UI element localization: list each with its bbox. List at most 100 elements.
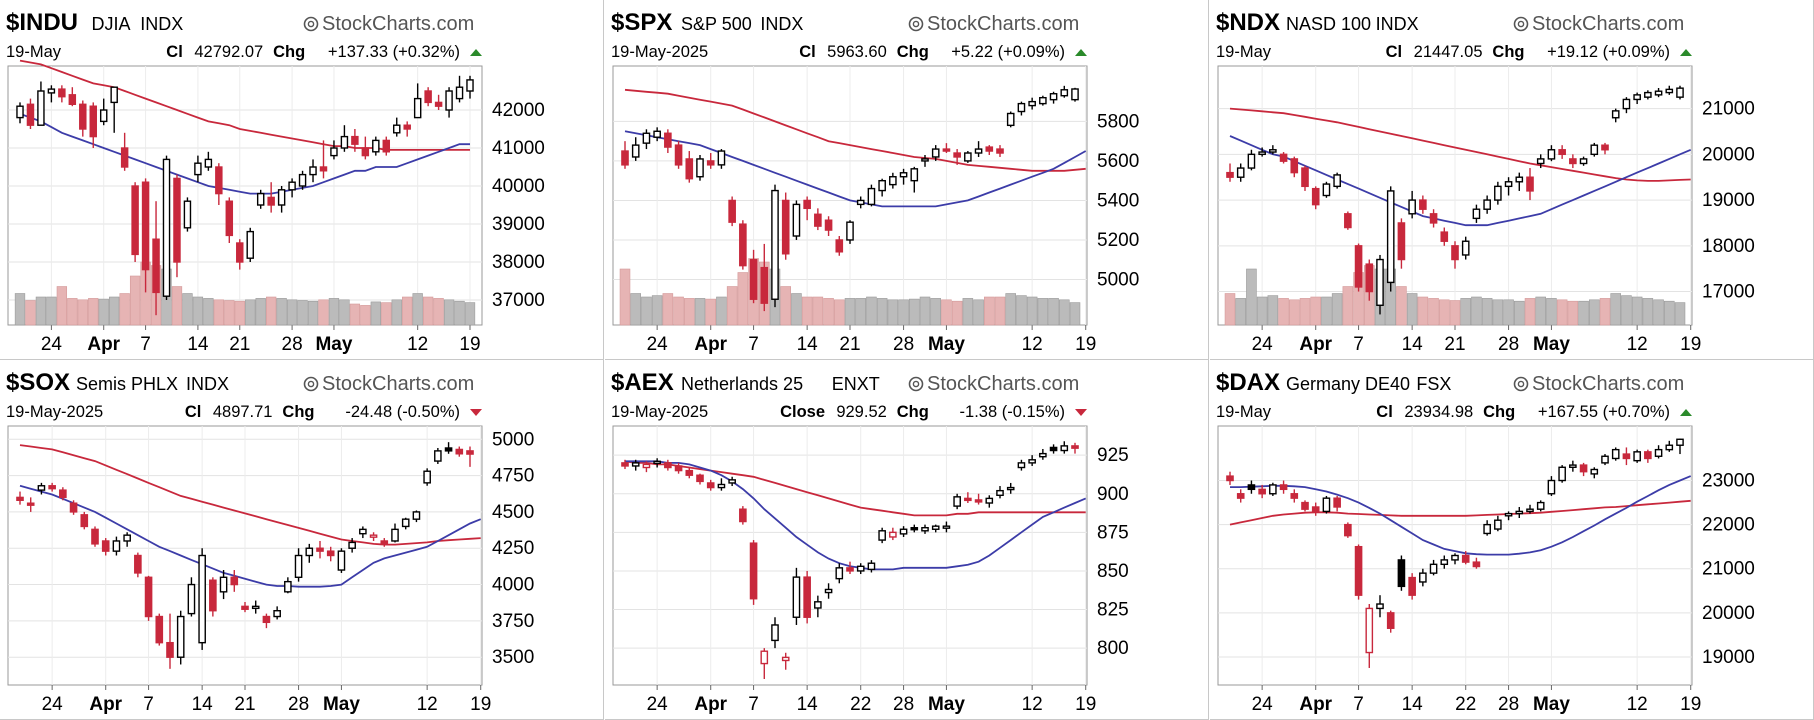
chart-svg: $NDX NASD 100 INDX StockCharts.com 19-May +19… bbox=[1216, 9, 1755, 355]
x-tick-label: 14 bbox=[1402, 334, 1424, 355]
candle bbox=[685, 467, 694, 479]
exchange-code: INDX bbox=[186, 374, 229, 394]
moving-average-long bbox=[1229, 499, 1691, 526]
volume-bar bbox=[1674, 302, 1686, 326]
candle bbox=[792, 567, 801, 625]
candle bbox=[166, 613, 174, 669]
up-arrow-icon bbox=[1680, 409, 1692, 416]
candle bbox=[889, 527, 897, 541]
candle bbox=[445, 87, 453, 118]
volume-bar bbox=[1428, 298, 1439, 326]
x-tick-label: 7 bbox=[140, 334, 151, 355]
candle bbox=[1290, 156, 1299, 178]
volume-bar bbox=[46, 296, 57, 326]
x-tick-label: 19 bbox=[1680, 334, 1701, 355]
x-tick-label: 28 bbox=[893, 334, 914, 355]
volume-bar bbox=[705, 298, 716, 326]
candle bbox=[236, 239, 244, 270]
candle bbox=[653, 127, 661, 142]
candle bbox=[1665, 440, 1674, 452]
y-tick-label: 39000 bbox=[492, 214, 545, 235]
volume-bar bbox=[726, 286, 738, 326]
candle bbox=[846, 561, 854, 575]
moving-average-long bbox=[19, 444, 481, 546]
candle bbox=[1472, 204, 1481, 223]
candle bbox=[1558, 145, 1566, 159]
x-tick-label: 14 bbox=[192, 694, 214, 715]
x-tick-label: 7 bbox=[1353, 334, 1364, 355]
candle bbox=[215, 163, 223, 205]
chart-panel-sox: $SOX Semis PHLX INDX StockCharts.com 19-May-… bbox=[0, 360, 604, 720]
candle bbox=[1365, 259, 1374, 301]
candle bbox=[26, 497, 35, 512]
candle bbox=[974, 493, 983, 505]
volume-bar bbox=[1026, 296, 1038, 326]
candle bbox=[910, 524, 919, 533]
candle bbox=[1590, 142, 1599, 157]
y-tick-label: 19000 bbox=[1702, 190, 1755, 211]
candle bbox=[1290, 489, 1299, 503]
candle bbox=[80, 511, 89, 530]
close-label: Cl bbox=[1386, 43, 1403, 61]
volume-bar bbox=[619, 268, 631, 326]
volume-bar bbox=[866, 296, 877, 326]
candle bbox=[309, 159, 317, 183]
index-name: S&P 500 bbox=[681, 14, 752, 34]
candle bbox=[1333, 495, 1341, 512]
x-tick-label: 7 bbox=[1353, 694, 1364, 715]
candle bbox=[330, 140, 338, 160]
x-tick-label: 12 bbox=[1022, 334, 1043, 355]
candle bbox=[1279, 480, 1288, 494]
candle bbox=[1579, 462, 1588, 477]
candle bbox=[1376, 254, 1384, 315]
y-tick-label: 5800 bbox=[1097, 111, 1139, 132]
candle bbox=[1611, 108, 1620, 123]
volume-bar bbox=[651, 295, 663, 326]
y-tick-label: 38000 bbox=[492, 252, 545, 273]
x-tick-label: 14 bbox=[1402, 694, 1424, 715]
x-tick-label: 28 bbox=[288, 694, 309, 715]
candle bbox=[455, 75, 464, 103]
candle bbox=[706, 479, 715, 491]
volume-bar bbox=[1256, 296, 1268, 326]
volume-bar bbox=[844, 298, 856, 326]
volume-bar bbox=[234, 300, 245, 326]
candle bbox=[728, 476, 736, 487]
candle bbox=[267, 182, 275, 213]
y-tick-label: 4500 bbox=[492, 502, 534, 523]
copyright-icon bbox=[303, 16, 319, 32]
volume-bar bbox=[307, 300, 319, 326]
volume-bar bbox=[1578, 300, 1589, 326]
volume-bar bbox=[98, 298, 109, 326]
candle bbox=[403, 121, 411, 137]
y-tick-label: 925 bbox=[1097, 445, 1129, 466]
index-name: NASD 100 bbox=[1286, 14, 1371, 34]
x-tick-label: 22 bbox=[1455, 694, 1476, 715]
change-value: -24.48 (-0.50%) bbox=[345, 403, 460, 421]
candle bbox=[1049, 91, 1058, 104]
down-arrow-icon bbox=[1075, 409, 1087, 416]
candle bbox=[856, 196, 865, 209]
candle bbox=[288, 178, 296, 198]
candle bbox=[1461, 236, 1470, 260]
candle bbox=[739, 220, 747, 270]
candle bbox=[1461, 551, 1470, 565]
candle bbox=[1344, 522, 1352, 538]
x-tick-label: 19 bbox=[1075, 694, 1096, 715]
candle bbox=[953, 149, 961, 165]
candle bbox=[1028, 97, 1036, 110]
x-tick-label: 21 bbox=[839, 334, 860, 355]
candle bbox=[59, 487, 67, 501]
candle bbox=[1547, 145, 1556, 162]
change-value: +137.33 (+0.32%) bbox=[328, 43, 460, 61]
candle bbox=[37, 482, 46, 495]
quote-date: 19-May-2025 bbox=[6, 403, 103, 421]
candle bbox=[230, 570, 239, 592]
chart-svg: $DAX Germany DE40 FSX StockCharts.com 19-May… bbox=[1216, 369, 1755, 715]
candle bbox=[931, 524, 940, 533]
volume-bar bbox=[791, 293, 802, 326]
x-tick-label: 14 bbox=[797, 694, 819, 715]
volume-bar bbox=[1005, 293, 1016, 326]
candle bbox=[91, 526, 99, 547]
close-value: 929.52 bbox=[836, 403, 886, 421]
